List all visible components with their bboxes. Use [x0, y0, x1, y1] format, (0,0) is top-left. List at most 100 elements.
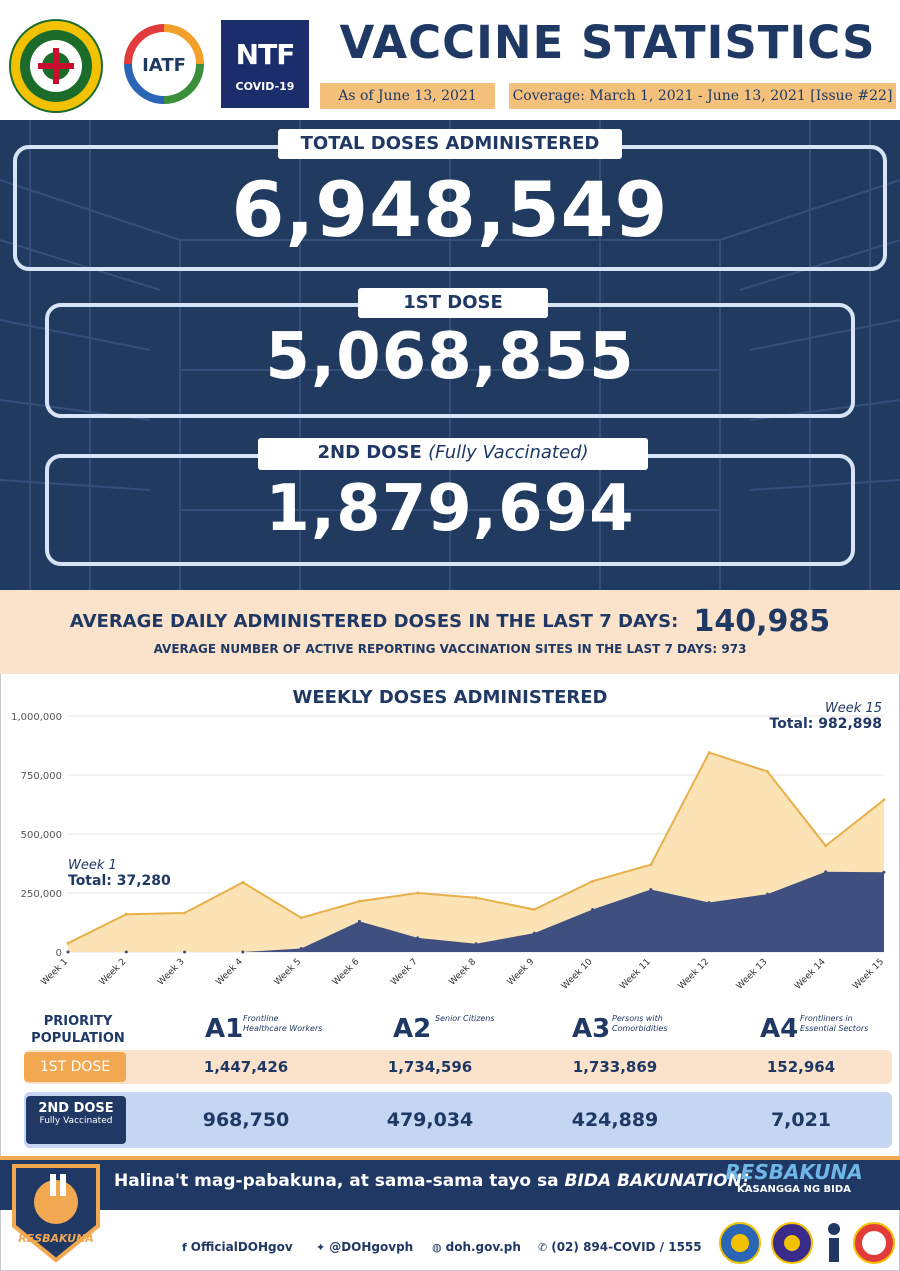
- website-url: doh.gov.ph: [445, 1240, 521, 1254]
- series-second-dose-point-9: [532, 931, 536, 935]
- first-dose-tag: 1ST DOSE: [24, 1052, 126, 1082]
- y-tick-label-0: 0: [56, 948, 62, 959]
- series-total-point-15: [882, 798, 886, 802]
- x-tick-label-9: Week 9: [506, 957, 537, 988]
- slogan-text: Halina't mag-pabakuna, at sama-sama tayo…: [114, 1171, 559, 1191]
- first-dose-value: 5,068,855: [265, 320, 635, 394]
- resbakuna-subtitle: KASANGGA NG BIDA: [737, 1184, 851, 1195]
- avg-daily-label: AVERAGE DAILY ADMINISTERED DOSES IN THE …: [69, 611, 679, 632]
- website-contact[interactable]: ◍ doh.gov.ph: [432, 1240, 521, 1254]
- series-second-dose-point-2: [124, 950, 128, 954]
- series-second-dose-point-4: [241, 950, 245, 954]
- as-of-date: As of June 13, 2021: [320, 83, 495, 109]
- series-total-point-7: [416, 891, 420, 895]
- x-tick-label-7: Week 7: [389, 957, 420, 988]
- x-tick-label-14: Week 14: [793, 957, 828, 992]
- series-total-point-14: [824, 844, 828, 848]
- series-second-dose-point-1: [66, 950, 70, 954]
- footer-slogan: Halina't mag-pabakuna, at sama-sama tayo…: [114, 1171, 750, 1191]
- x-tick-label-8: Week 8: [448, 957, 479, 988]
- facebook-contact[interactable]: f OfficialDOHgov: [182, 1240, 293, 1254]
- x-tick-label-10: Week 10: [560, 957, 595, 992]
- annotation-week15-total: Total: 982,898: [769, 716, 883, 732]
- second-dose-value: 1,879,694: [265, 472, 635, 546]
- phone-contact[interactable]: ✆ (02) 894-COVID / 1555: [538, 1240, 702, 1254]
- phone-icon: ✆: [538, 1241, 548, 1254]
- series-second-dose-point-14: [824, 870, 828, 874]
- series-total-point-2: [124, 912, 128, 916]
- series-second-dose-point-13: [765, 892, 769, 896]
- group-a3-desc: Persons with Comorbidities: [612, 1014, 668, 1033]
- series-second-dose-point-11: [649, 887, 653, 891]
- group-a2-desc: Senior Citizens: [435, 1014, 495, 1023]
- group-a4-code: A4: [760, 1014, 799, 1044]
- series-second-dose-point-5: [299, 946, 303, 950]
- x-tick-label-1: Week 1: [40, 957, 71, 988]
- x-tick-label-13: Week 13: [735, 957, 770, 992]
- second-dose-label-note: (Fully Vaccinated): [428, 442, 589, 463]
- series-total-point-3: [183, 911, 187, 915]
- series-second-dose-point-3: [183, 950, 187, 954]
- series-second-dose-point-10: [591, 908, 595, 912]
- x-tick-label-12: Week 12: [677, 957, 712, 992]
- dose-totals-section: TOTAL DOSES ADMINISTERED 6,948,549 1ST D…: [0, 120, 900, 590]
- slogan-emphasis: BIDA BAKUNATION!: [564, 1171, 750, 1191]
- first-dose-a2: 1,734,596: [387, 1058, 473, 1076]
- first-dose-a1: 1,447,426: [203, 1058, 289, 1076]
- first-dose-row: 1ST DOSE 1,447,426 1,734,596 1,733,869 1…: [24, 1050, 892, 1084]
- second-dose-a2: 479,034: [386, 1109, 474, 1131]
- second-dose-a4: 7,021: [770, 1109, 832, 1131]
- resbakuna-logo: RESBAKUNA KASANGGA NG BIDA: [724, 1160, 864, 1200]
- total-doses-value: 6,948,549: [231, 165, 669, 254]
- series-total-point-8: [474, 896, 478, 900]
- second-dose-tag-sub: Fully Vaccinated: [39, 1116, 113, 1126]
- series-second-dose-point-15: [882, 870, 886, 874]
- second-dose-tag: 2ND DOSE Fully Vaccinated: [26, 1096, 126, 1144]
- iatf-logo: IATF: [122, 22, 206, 106]
- total-doses-label: TOTAL DOSES ADMINISTERED: [278, 129, 622, 159]
- annotation-week1: Week 1 Total: 37,280: [68, 858, 171, 889]
- series-total-point-9: [532, 908, 536, 912]
- averages-band: AVERAGE DAILY ADMINISTERED DOSES IN THE …: [0, 590, 900, 674]
- annotation-week1-total: Total: 37,280: [68, 873, 171, 889]
- x-tick-label-11: Week 11: [618, 957, 653, 992]
- phone-number: (02) 894-COVID / 1555: [551, 1240, 702, 1254]
- facebook-handle: OfficialDOHgov: [190, 1240, 293, 1254]
- series-total-point-12: [707, 751, 711, 755]
- page-title: VACCINE STATISTICS: [339, 16, 876, 69]
- priority-population-header: PRIORITY POPULATION: [31, 1014, 125, 1046]
- y-tick-label-1: 250,000: [21, 889, 62, 900]
- twitter-contact[interactable]: ✦ @DOHgovph: [316, 1240, 413, 1254]
- iatf-logo-text: IATF: [142, 55, 186, 76]
- footer-banner: [0, 1160, 900, 1210]
- series-second-dose-point-8: [474, 942, 478, 946]
- series-total-point-5: [299, 916, 303, 920]
- series-second-dose-point-12: [707, 900, 711, 904]
- series-total-point-6: [357, 899, 361, 903]
- series-second-dose-point-7: [416, 936, 420, 940]
- ntf-logo-sub: COVID-19: [235, 80, 295, 93]
- avg-sites-text: AVERAGE NUMBER OF ACTIVE REPORTING VACCI…: [153, 642, 747, 656]
- x-tick-label-6: Week 6: [331, 957, 362, 988]
- header: IATF NTF COVID-19 VACCINE STATISTICS As …: [0, 0, 900, 120]
- second-dose-label-text: 2ND DOSE: [317, 442, 422, 463]
- avg-daily-value: 140,985: [693, 604, 831, 639]
- first-dose-label: 1ST DOSE: [358, 288, 548, 318]
- pia-logo-icon: [828, 1223, 840, 1262]
- x-tick-label-4: Week 4: [214, 957, 245, 988]
- agency-seal-1-icon: [719, 1222, 761, 1264]
- agency-seal-2-icon: [771, 1222, 813, 1264]
- y-tick-label-4: 1,000,000: [11, 712, 62, 723]
- series-total-point-4: [241, 880, 245, 884]
- x-tick-label-15: Week 15: [851, 957, 886, 992]
- group-a4-desc: Frontliners in Essential Sectors: [800, 1014, 869, 1033]
- group-a1-code: A1: [205, 1014, 244, 1044]
- coverage-period: Coverage: March 1, 2021 - June 13, 2021 …: [509, 83, 896, 109]
- ntf-logo-text: NTF: [235, 38, 296, 71]
- annotation-week1-label: Week 1: [68, 858, 117, 873]
- first-dose-a3: 1,733,869: [572, 1058, 658, 1076]
- twitter-handle: @DOHgovph: [329, 1240, 414, 1254]
- annotation-week15-label: Week 15: [824, 701, 882, 716]
- group-a3-code: A3: [572, 1014, 611, 1044]
